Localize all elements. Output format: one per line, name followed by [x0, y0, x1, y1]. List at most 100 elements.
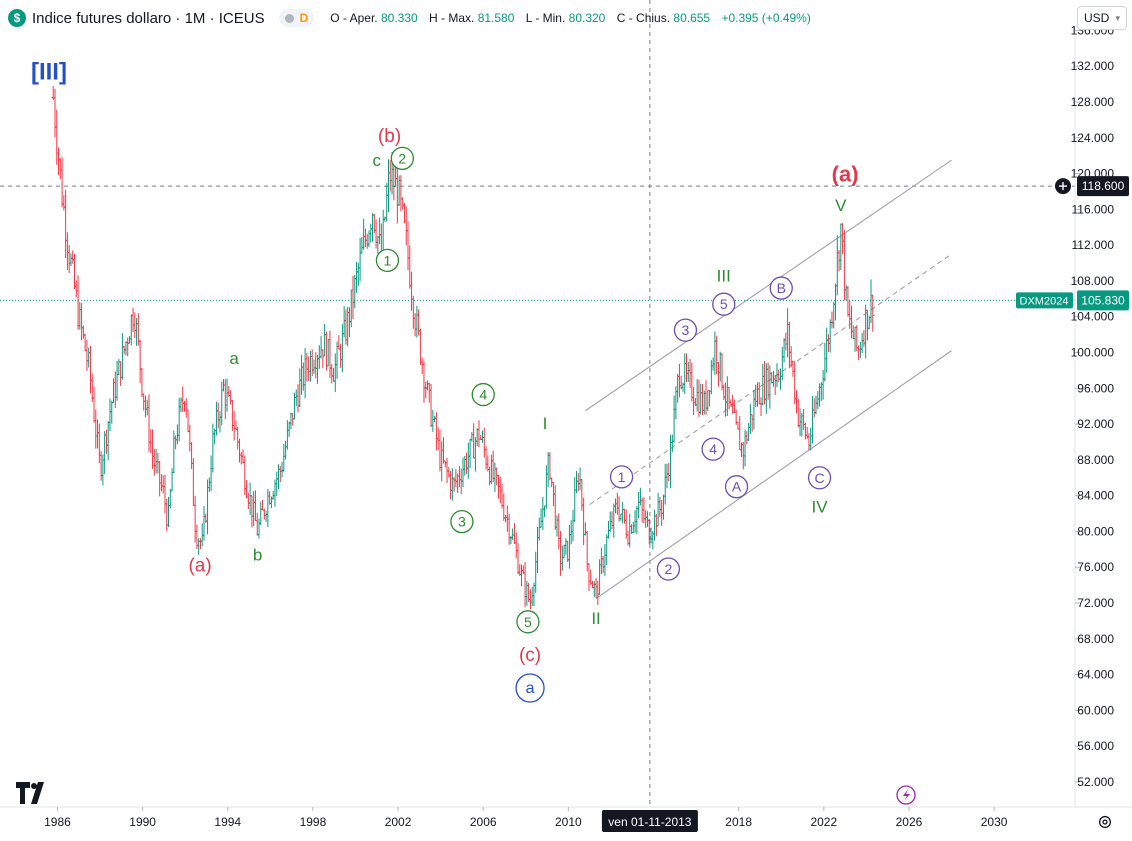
ohlc-bar: [555, 515, 559, 537]
status-pill[interactable]: D: [278, 9, 315, 27]
ohlc-bar: [64, 189, 68, 259]
ohlc-bar: [619, 513, 623, 521]
wave-label: b: [253, 546, 262, 565]
ohlc-bar: [530, 586, 534, 607]
x-tick-label: 1990: [129, 815, 156, 829]
ohlc-bar: [351, 275, 355, 320]
ohlc-bar: [399, 175, 403, 212]
ohlc-bar: [463, 455, 467, 476]
x-tick-label: 1998: [300, 815, 327, 829]
y-tick-label: 116.000: [1072, 202, 1115, 216]
wave-label-ring: [515, 673, 545, 703]
ohlc-bar: [832, 301, 836, 329]
ohlc-bar: [541, 496, 545, 531]
market-status-dot-icon: [284, 13, 294, 23]
y-tick-label: 108.000: [1071, 274, 1115, 288]
ohlc-bar: [120, 333, 124, 380]
ohlc-bar: [175, 424, 179, 445]
ohlc-bar: [312, 359, 316, 374]
ohlc-bar: [158, 461, 162, 497]
ohlc-bar: [420, 357, 424, 375]
ohlc-bar: [686, 362, 690, 382]
ohlc-bar: [603, 544, 607, 576]
ohlc-bar: [330, 364, 334, 384]
ohlc-bar: [582, 497, 586, 546]
plus-icon: [1055, 178, 1071, 195]
ohlc-bar: [236, 427, 240, 450]
ohlc-bar: [259, 501, 263, 526]
wave-label-text: 4: [709, 441, 717, 457]
ohlc-bar: [844, 284, 848, 301]
ohlc-bar: [548, 452, 552, 481]
ohlc-bar: [738, 415, 742, 451]
ohlc-bar: [573, 477, 577, 522]
ohlc-bar: [427, 382, 431, 403]
ohlc-bar: [800, 412, 804, 437]
ohlc-bar: [381, 209, 385, 256]
wave-label-text: 2: [398, 150, 406, 166]
x-tick-label: 1994: [214, 815, 241, 829]
chevron-down-icon: ▾: [1115, 12, 1120, 23]
ohlc-bar: [143, 395, 147, 418]
ohlc-bar: [177, 397, 181, 442]
ohlc-bar: [635, 506, 639, 535]
ohlc-bar: [853, 326, 857, 352]
ohlc-bar: [342, 306, 346, 338]
ohlc-bar: [99, 450, 103, 481]
ohlc-bar: [436, 427, 440, 451]
ohlc-bar: [702, 390, 706, 415]
ohlc-bar: [319, 336, 323, 359]
channel-upper-line: [585, 159, 952, 412]
ohlc-bar: [301, 362, 305, 391]
ohlc-bar: [624, 509, 628, 539]
ohlc-bar: [152, 449, 156, 476]
ohlc-bar: [362, 218, 366, 250]
wave-label: (a): [188, 555, 211, 576]
ohlc-bar: [76, 275, 80, 330]
last-price-tag: DXM2024 105.830: [1016, 290, 1129, 311]
ohlc-bar: [631, 521, 635, 534]
ohlc-bar: [367, 230, 371, 247]
ohlc-bar: [706, 390, 710, 412]
y-tick-label: 96.000: [1077, 381, 1114, 395]
wave-label-circled: 4: [471, 382, 495, 407]
ohlc-bar: [860, 332, 864, 353]
ohlc-bar: [85, 339, 89, 371]
ohlc-bar: [470, 432, 474, 442]
ohlc-bar: [371, 213, 375, 242]
ohlc-bar: [560, 545, 564, 571]
symbol-title[interactable]: Indice futures dollaro · 1M · ICEUS: [32, 9, 265, 27]
ohlc-bar: [349, 289, 353, 328]
ohlc-bar: [186, 409, 190, 433]
ohlc-bar: [750, 414, 754, 432]
ohlc-bar: [358, 238, 362, 282]
ohlc-bar: [818, 383, 822, 407]
ohlc-bar: [637, 492, 641, 519]
ohlc-bar: [736, 421, 740, 430]
ohlc-bar: [557, 513, 561, 550]
ohlc-bar: [580, 478, 584, 511]
gear-icon[interactable]: [1096, 812, 1114, 832]
ohlc-bar: [685, 353, 689, 383]
y-tick-label: 60.000: [1077, 703, 1114, 717]
ohlc-bar: [418, 328, 422, 365]
ohlc-bar: [731, 394, 735, 414]
ohlc-bar: [546, 451, 550, 487]
ohlc-bar: [58, 158, 62, 180]
ohlc-bar: [285, 420, 289, 450]
ohlc-bar: [353, 275, 357, 309]
ohlc-bar: [426, 380, 430, 391]
ohlc-bar: [857, 345, 861, 361]
ohlc-bar: [294, 389, 298, 406]
ohlc-bar: [69, 253, 73, 267]
ohlc-bar: [278, 465, 282, 483]
tradingview-logo-icon[interactable]: [14, 778, 46, 808]
ohlc-bar: [335, 341, 339, 379]
ohlc-bar: [198, 538, 202, 550]
currency-selector[interactable]: USD ▾: [1077, 6, 1127, 30]
ohlc-bar: [504, 514, 508, 523]
ohlc-bar: [704, 380, 708, 415]
wave-label-ring: [656, 557, 681, 581]
